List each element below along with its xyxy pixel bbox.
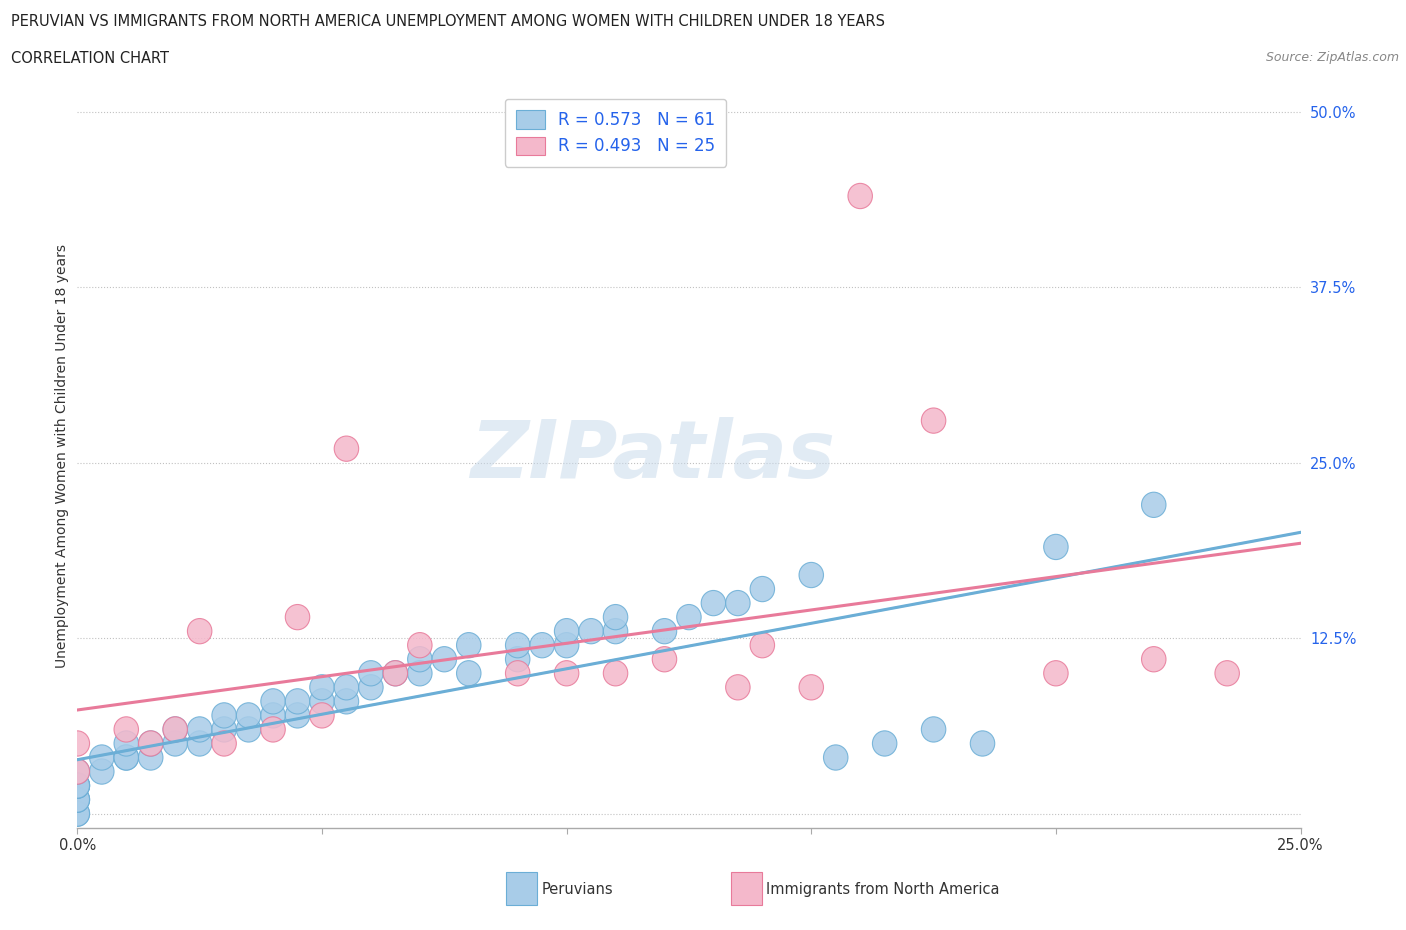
Ellipse shape (824, 745, 848, 770)
Ellipse shape (432, 646, 457, 671)
Ellipse shape (603, 618, 628, 644)
Ellipse shape (554, 632, 579, 658)
Ellipse shape (65, 801, 90, 826)
Ellipse shape (65, 773, 90, 798)
Ellipse shape (751, 632, 775, 658)
Ellipse shape (65, 759, 90, 784)
Ellipse shape (1215, 660, 1240, 686)
Ellipse shape (603, 604, 628, 630)
Ellipse shape (799, 563, 824, 588)
Ellipse shape (848, 183, 873, 208)
Ellipse shape (799, 674, 824, 700)
Ellipse shape (457, 660, 481, 686)
Ellipse shape (114, 745, 139, 770)
Ellipse shape (970, 731, 995, 756)
Ellipse shape (90, 745, 114, 770)
Ellipse shape (579, 618, 603, 644)
Ellipse shape (921, 717, 946, 742)
Ellipse shape (138, 745, 163, 770)
Ellipse shape (65, 773, 90, 798)
Ellipse shape (873, 731, 897, 756)
Ellipse shape (90, 759, 114, 784)
Ellipse shape (506, 646, 530, 671)
Text: ZIPatlas: ZIPatlas (470, 417, 835, 495)
Ellipse shape (725, 591, 751, 616)
Ellipse shape (554, 660, 579, 686)
Legend: R = 0.573   N = 61, R = 0.493   N = 25: R = 0.573 N = 61, R = 0.493 N = 25 (505, 100, 725, 166)
Ellipse shape (187, 731, 212, 756)
Ellipse shape (114, 745, 139, 770)
Ellipse shape (65, 773, 90, 798)
Text: PERUVIAN VS IMMIGRANTS FROM NORTH AMERICA UNEMPLOYMENT AMONG WOMEN WITH CHILDREN: PERUVIAN VS IMMIGRANTS FROM NORTH AMERIC… (11, 14, 886, 29)
Ellipse shape (1043, 660, 1069, 686)
Ellipse shape (65, 787, 90, 812)
Ellipse shape (603, 660, 628, 686)
Ellipse shape (65, 731, 90, 756)
Ellipse shape (163, 717, 187, 742)
Ellipse shape (212, 717, 236, 742)
Ellipse shape (408, 646, 432, 671)
Ellipse shape (65, 801, 90, 826)
Ellipse shape (309, 674, 335, 700)
Ellipse shape (335, 689, 359, 714)
Ellipse shape (921, 408, 946, 433)
Ellipse shape (652, 618, 676, 644)
Ellipse shape (751, 577, 775, 602)
Ellipse shape (236, 703, 262, 728)
Ellipse shape (212, 731, 236, 756)
Text: Immigrants from North America: Immigrants from North America (766, 882, 1000, 897)
Ellipse shape (382, 660, 408, 686)
Ellipse shape (114, 717, 139, 742)
Ellipse shape (163, 717, 187, 742)
Ellipse shape (702, 591, 725, 616)
Ellipse shape (359, 674, 382, 700)
Ellipse shape (138, 731, 163, 756)
Ellipse shape (676, 604, 702, 630)
Ellipse shape (65, 759, 90, 784)
Ellipse shape (725, 674, 751, 700)
Ellipse shape (652, 646, 676, 671)
Ellipse shape (262, 717, 285, 742)
Ellipse shape (309, 703, 335, 728)
Ellipse shape (1043, 535, 1069, 560)
Ellipse shape (408, 660, 432, 686)
Ellipse shape (359, 660, 382, 686)
Ellipse shape (65, 787, 90, 812)
Ellipse shape (187, 618, 212, 644)
Ellipse shape (382, 660, 408, 686)
Ellipse shape (65, 773, 90, 798)
Ellipse shape (457, 632, 481, 658)
Ellipse shape (506, 660, 530, 686)
Ellipse shape (212, 703, 236, 728)
Ellipse shape (554, 618, 579, 644)
Y-axis label: Unemployment Among Women with Children Under 18 years: Unemployment Among Women with Children U… (55, 244, 69, 668)
Ellipse shape (408, 632, 432, 658)
Ellipse shape (309, 689, 335, 714)
Ellipse shape (285, 689, 309, 714)
Ellipse shape (530, 632, 554, 658)
Ellipse shape (138, 731, 163, 756)
Ellipse shape (236, 717, 262, 742)
Ellipse shape (1142, 646, 1166, 671)
Ellipse shape (285, 604, 309, 630)
Ellipse shape (335, 674, 359, 700)
Ellipse shape (506, 632, 530, 658)
Ellipse shape (335, 436, 359, 461)
Text: CORRELATION CHART: CORRELATION CHART (11, 51, 169, 66)
Ellipse shape (262, 689, 285, 714)
Text: Peruvians: Peruvians (541, 882, 613, 897)
Ellipse shape (114, 731, 139, 756)
Ellipse shape (163, 731, 187, 756)
Ellipse shape (262, 703, 285, 728)
Ellipse shape (285, 703, 309, 728)
Text: Source: ZipAtlas.com: Source: ZipAtlas.com (1265, 51, 1399, 64)
Ellipse shape (1142, 492, 1166, 517)
Ellipse shape (65, 787, 90, 812)
Ellipse shape (187, 717, 212, 742)
